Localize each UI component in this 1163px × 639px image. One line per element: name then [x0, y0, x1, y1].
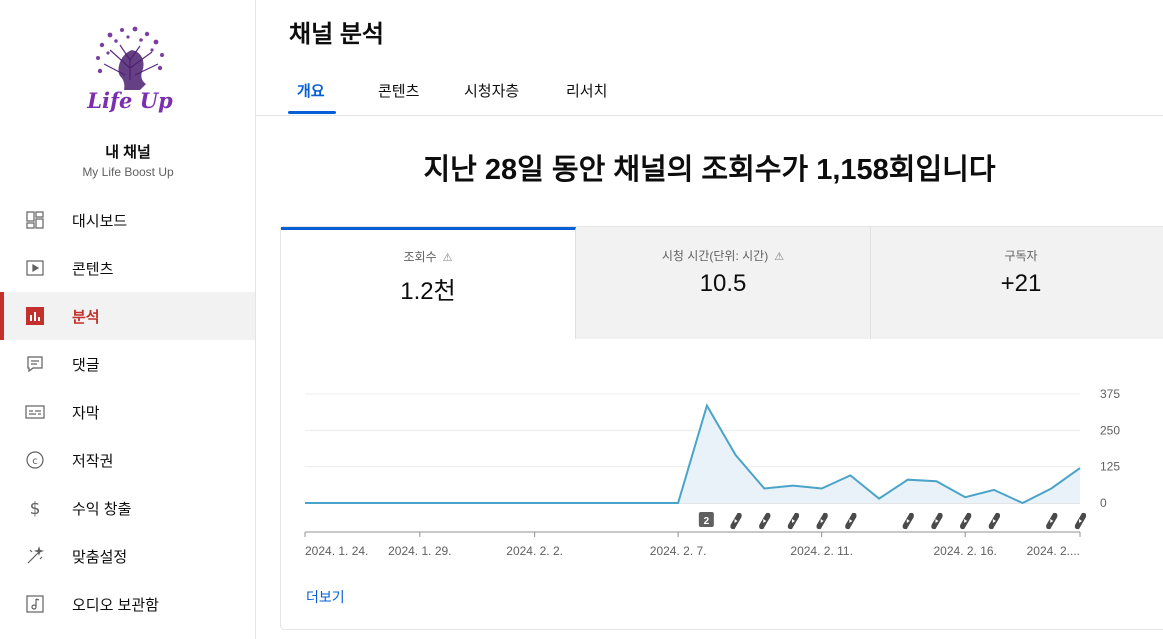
metric-watch-time[interactable]: 시청 시간(단위: 시간) ⚠ 10.5 [576, 227, 871, 339]
y-tick-label: 125 [1100, 460, 1120, 474]
sidebar-item-comments[interactable]: 댓글 [0, 340, 255, 388]
tab-content[interactable]: 콘텐츠 [378, 83, 420, 100]
shorts-marker-icon[interactable] [931, 512, 943, 530]
comments-icon [25, 354, 45, 374]
analytics-card: 조회수 ⚠ 1.2천 시청 시간(단위: 시간) ⚠ 10.5 구독자 +21 [280, 226, 1163, 630]
y-tick-label: 375 [1100, 387, 1120, 401]
sidebar-item-label: 오디오 보관함 [72, 596, 159, 614]
dollar-icon: $ [25, 498, 45, 518]
sidebar-nav: 대시보드 콘텐츠 분석 [0, 196, 255, 628]
tab-bar: 개요 콘텐츠 시청자층 리서치 [256, 62, 1163, 116]
content-icon [25, 258, 45, 278]
shorts-marker-icon[interactable] [1074, 512, 1087, 530]
sidebar-item-label: 분석 [72, 308, 100, 326]
sidebar-item-label: 대시보드 [72, 212, 128, 230]
see-more-link[interactable]: 더보기 [306, 589, 345, 605]
shorts-marker-icon[interactable] [845, 512, 857, 530]
metric-value: +21 [1000, 270, 1042, 297]
channel-name: My Life Boost Up [82, 165, 174, 179]
marker-count-label: 2 [704, 516, 710, 527]
sidebar-item-analytics[interactable]: 분석 [0, 292, 255, 340]
copyright-icon: c [25, 450, 45, 470]
sidebar-item-label: 맞춤설정 [72, 548, 128, 566]
x-tick-label: 2024. 1. 29. [388, 544, 451, 558]
views-area [305, 405, 1080, 503]
page-title: 채널 분석 [289, 21, 384, 48]
sidebar-item-label: 댓글 [72, 356, 100, 374]
sidebar: Life Up 내 채널 My Life Boost Up 대시보드 콘텐츠 [0, 0, 256, 639]
x-axis-ticks: 2024. 1. 24. 2024. 1. 29. 2024. 2. 2. 2024.… [304, 532, 1081, 558]
channel-title: 내 채널 [105, 144, 151, 161]
sidebar-item-label: 콘텐츠 [72, 260, 114, 278]
analytics-icon [25, 306, 45, 326]
tab-overview[interactable]: 개요 [297, 83, 325, 100]
shorts-marker-icon[interactable] [759, 512, 771, 530]
metric-value: 1.2천 [400, 278, 456, 305]
svg-text:c: c [32, 456, 38, 467]
avatar[interactable]: Life Up [80, 20, 180, 120]
y-tick-label: 0 [1100, 496, 1107, 510]
subtitles-icon [25, 402, 45, 422]
sidebar-item-label: 저작권 [72, 452, 114, 470]
shorts-marker-icon[interactable] [787, 512, 800, 530]
shorts-marker-icon[interactable] [730, 512, 742, 530]
dashboard-icon [25, 210, 45, 230]
y-tick-label: 250 [1100, 423, 1120, 437]
tab-audience[interactable]: 시청자층 [464, 83, 520, 100]
magic-wand-icon [25, 546, 45, 566]
metric-subscribers[interactable]: 구독자 +21 [871, 227, 1163, 339]
metric-value: 10.5 [699, 270, 747, 297]
tree-logo-icon [96, 26, 164, 90]
shorts-marker-icon[interactable] [960, 512, 972, 530]
sidebar-item-audio-library[interactable]: 오디오 보관함 [0, 580, 255, 628]
warning-icon: ⚠ [442, 252, 453, 264]
metric-tabs: 조회수 ⚠ 1.2천 시청 시간(단위: 시간) ⚠ 10.5 구독자 +21 [281, 227, 1163, 339]
audio-library-icon [25, 594, 45, 614]
shorts-marker-icon[interactable] [1046, 512, 1058, 530]
svg-text:$: $ [30, 499, 41, 518]
sidebar-item-subtitles[interactable]: 자막 [0, 388, 255, 436]
sidebar-item-monetization[interactable]: $ 수익 창출 [0, 484, 255, 532]
x-tick-label: 2024. 2. 2. [506, 544, 563, 558]
warning-icon: ⚠ [774, 251, 785, 263]
sidebar-item-label: 자막 [72, 404, 100, 422]
sidebar-item-dashboard[interactable]: 대시보드 [0, 196, 255, 244]
x-tick-label: 2024. 2. 11. [790, 544, 853, 558]
summary-headline: 지난 28일 동안 채널의 조회수가 1,158회입니다 [423, 154, 996, 186]
x-tick-label: 2024. 2. 16. [933, 544, 996, 558]
sidebar-item-content[interactable]: 콘텐츠 [0, 244, 255, 292]
shorts-marker-icon[interactable] [902, 512, 914, 530]
x-tick-label: 2024. 2. 7. [650, 544, 707, 558]
shorts-marker-icon[interactable] [988, 512, 1001, 530]
shorts-marker-icon[interactable] [816, 512, 828, 530]
svg-text:Life Up: Life Up [86, 88, 173, 113]
y-axis-ticks: 0 125 250 375 [1100, 387, 1120, 510]
x-tick-label: 2024. 2.... [1027, 544, 1080, 558]
tab-research[interactable]: 리서치 [566, 83, 608, 100]
video-markers: 2 [698, 512, 1087, 530]
metric-views[interactable]: 조회수 ⚠ 1.2천 [281, 227, 576, 339]
metric-label: 구독자 [1004, 249, 1038, 263]
metric-label: 시청 시간(단위: 시간) ⚠ [661, 249, 785, 263]
sidebar-item-customization[interactable]: 맞춤설정 [0, 532, 255, 580]
active-tab-indicator [288, 111, 336, 114]
video-count-marker[interactable]: 2 [698, 512, 714, 527]
sidebar-item-copyright[interactable]: c 저작권 [0, 436, 255, 484]
metric-label: 조회수 ⚠ [403, 250, 453, 264]
views-line [305, 403, 1081, 505]
x-tick-label: 2024. 1. 24. [305, 544, 368, 558]
sidebar-item-label: 수익 창출 [72, 500, 132, 518]
